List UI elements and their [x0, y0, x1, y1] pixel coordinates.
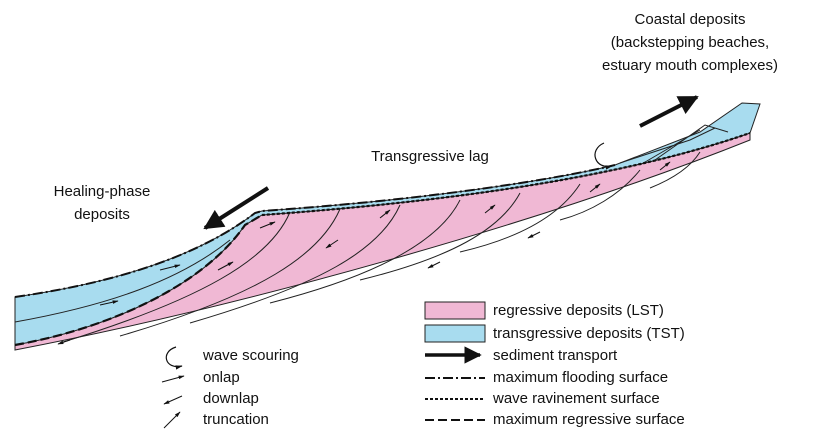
legend-label: wave scouring [202, 347, 299, 364]
legend-label: downlap [203, 390, 259, 407]
label: estuary mouth complexes) [602, 57, 778, 74]
wave-scour-icon [595, 143, 612, 167]
label: Coastal deposits [635, 11, 746, 28]
legend-symbol [164, 412, 180, 428]
diagram: Coastal deposits (backstepping beaches, … [0, 0, 817, 433]
legend-symbol [162, 376, 184, 382]
legend-swatch [425, 325, 485, 342]
label: (backstepping beaches, [611, 34, 769, 51]
legend-label: maximum regressive surface [493, 411, 685, 428]
legend-label: onlap [203, 369, 240, 386]
legend-swatch [425, 302, 485, 319]
label: Transgressive lag [371, 148, 489, 165]
legend-label: sediment transport [493, 347, 618, 364]
legend-label: regressive deposits (LST) [493, 302, 664, 319]
legend-label: wave ravinement surface [492, 390, 660, 407]
legend-label: transgressive deposits (TST) [493, 325, 685, 342]
legend-symbol [164, 396, 182, 404]
legend-symbol [166, 347, 182, 367]
legend-label: maximum flooding surface [493, 369, 668, 386]
label: deposits [74, 206, 130, 223]
legend-label: truncation [203, 411, 269, 428]
transport-arrow [640, 97, 697, 126]
label: Healing-phase [54, 183, 151, 200]
